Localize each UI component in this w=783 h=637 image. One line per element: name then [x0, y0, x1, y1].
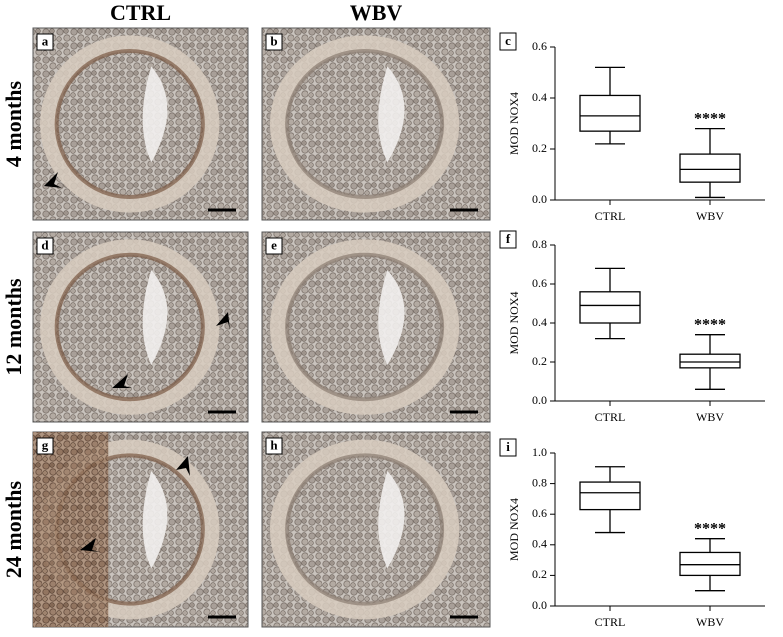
- micrograph: a: [32, 27, 249, 221]
- panel-letter: a: [42, 33, 49, 48]
- arrow: [44, 172, 62, 188]
- charts: c MOD NOX4 0.0 0.2 0.4 0.6 CTRL WBV **** f MOD NOX…: [499, 32, 765, 629]
- tissue-wall: [269, 439, 460, 620]
- box: [579, 291, 641, 324]
- lumen: [142, 471, 168, 569]
- lumen: [142, 270, 168, 365]
- x-tick-label: WBV: [696, 209, 724, 223]
- lumen: [378, 471, 405, 569]
- panel-letter-box: [265, 33, 283, 51]
- box: [679, 551, 741, 577]
- panel-letter-box: [499, 438, 517, 457]
- panel-letter: e: [271, 237, 277, 252]
- arrow: [80, 538, 100, 552]
- panel-letter-box: [265, 237, 283, 255]
- lumen: [142, 66, 168, 163]
- micrographs: a b d e g h: [32, 27, 491, 628]
- y-tick-label: 0.8: [532, 475, 547, 489]
- x-tick-label: CTRL: [595, 615, 626, 629]
- y-tick-label: 0.4: [532, 537, 547, 551]
- panel-letter: c: [505, 33, 511, 48]
- panel-letter-box: [499, 32, 517, 51]
- y-axis-label: MOD NOX4: [507, 92, 521, 155]
- y-tick-label: 0.0: [532, 192, 547, 206]
- y-tick-label: 0.6: [532, 506, 547, 520]
- panel-letter: d: [41, 237, 49, 252]
- tissue-edge: [285, 252, 445, 402]
- row-label: 12 months: [1, 278, 26, 376]
- micrograph: g: [32, 431, 249, 628]
- box: [679, 353, 741, 369]
- y-axis-label: MOD NOX4: [507, 498, 521, 561]
- panel-letter: i: [506, 439, 510, 454]
- tissue-wall: [269, 35, 460, 213]
- tissue-wall: [269, 239, 460, 415]
- y-tick-label: 0.0: [532, 598, 547, 612]
- tissue-edge: [54, 252, 205, 402]
- y-tick-label: 1.0: [532, 445, 547, 459]
- x-tick-label: CTRL: [595, 209, 626, 223]
- tissue-edge: [285, 49, 445, 199]
- y-tick-label: 0.2: [532, 141, 547, 155]
- y-tick-label: 0.4: [532, 90, 547, 104]
- panel-letter-box: [36, 437, 54, 455]
- x-tick-label: WBV: [696, 410, 724, 424]
- arrow: [216, 312, 230, 330]
- column-label: WBV: [350, 0, 403, 25]
- row-label: 24 months: [1, 480, 26, 578]
- micrograph: e: [261, 231, 491, 423]
- box: [579, 94, 641, 132]
- panel-letter: h: [270, 437, 278, 452]
- panel-letter-box: [36, 237, 54, 255]
- significance: ****: [694, 110, 726, 127]
- significance: ****: [694, 316, 726, 333]
- box: [579, 481, 641, 511]
- tissue-wall: [40, 239, 220, 415]
- panel-letter-box: [265, 437, 283, 455]
- panel-letter-box: [499, 230, 517, 249]
- y-tick-label: 0.4: [532, 315, 547, 329]
- significance: ****: [694, 520, 726, 537]
- x-tick-label: CTRL: [595, 410, 626, 424]
- panel-letter: f: [506, 231, 511, 246]
- panel-letter: b: [270, 33, 277, 48]
- y-tick-label: 0.0: [532, 393, 547, 407]
- x-tick-label: WBV: [696, 615, 724, 629]
- tissue-wall: [40, 35, 220, 213]
- row-label: 4 months: [1, 80, 26, 167]
- y-tick-label: 0.8: [532, 237, 547, 251]
- y-axis-label: MOD NOX4: [507, 292, 521, 355]
- micrograph: h: [261, 431, 491, 628]
- micrograph: d: [32, 231, 249, 423]
- y-tick-label: 0.6: [532, 39, 547, 53]
- panel-letter: g: [42, 437, 49, 452]
- tissue-edge: [54, 49, 205, 199]
- stain: [33, 432, 109, 627]
- arrows: [44, 172, 230, 552]
- arrow: [112, 374, 132, 388]
- micrograph: b: [261, 27, 491, 221]
- y-tick-label: 0.2: [532, 354, 547, 368]
- y-tick-label: 0.2: [532, 567, 547, 581]
- arrow: [176, 456, 190, 476]
- column-label: CTRL: [110, 0, 171, 25]
- tissue-edge: [285, 453, 445, 606]
- lumen: [378, 270, 405, 365]
- box: [679, 153, 741, 183]
- lumen: [378, 66, 405, 163]
- panel-letter-box: [36, 33, 54, 51]
- y-tick-label: 0.6: [532, 276, 547, 290]
